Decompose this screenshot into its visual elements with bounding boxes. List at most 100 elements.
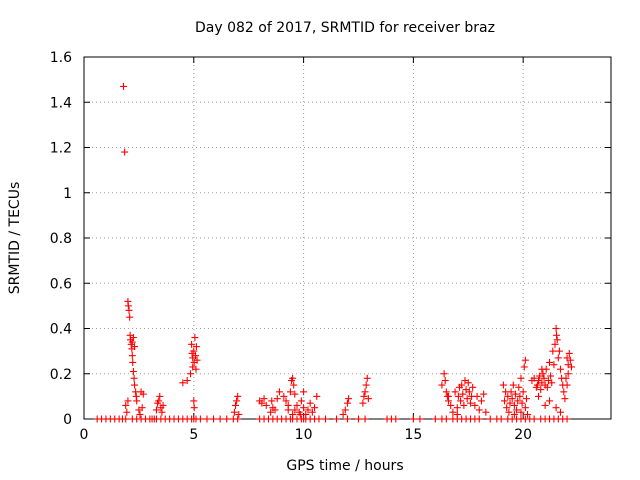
data-point [300, 388, 308, 396]
data-point [136, 410, 144, 418]
plot-frame [83, 56, 612, 420]
data-point [520, 363, 528, 371]
data-point [179, 379, 187, 387]
data-point [133, 397, 141, 405]
y-tick-label: 0 [63, 412, 72, 428]
data-point [158, 408, 166, 416]
data-point [539, 370, 547, 378]
chart-title: Day 082 of 2017, SRMTID for receiver bra… [195, 20, 495, 36]
data-point [304, 406, 312, 414]
data-point [442, 415, 450, 423]
x-tick-label: 15 [404, 427, 422, 443]
data-point [193, 356, 201, 364]
x-tick-label: 0 [80, 427, 89, 443]
data-point [566, 356, 574, 364]
data-point [513, 406, 521, 414]
data-point [361, 388, 369, 396]
data-point [441, 377, 449, 385]
data-point [234, 392, 242, 400]
data-point [449, 408, 457, 416]
data-point [131, 381, 139, 389]
data-point [505, 408, 513, 416]
data-point [189, 363, 197, 371]
data-point [465, 388, 473, 396]
data-point [186, 370, 194, 378]
data-point [535, 392, 543, 400]
data-point [131, 343, 139, 351]
data-point [315, 415, 323, 423]
grid-lines [84, 57, 611, 419]
data-point [519, 388, 527, 396]
data-point [120, 82, 128, 90]
data-point [230, 408, 238, 416]
data-point [482, 408, 490, 416]
y-axis-label: SRMTID / TECUs [7, 182, 23, 295]
data-point [333, 415, 341, 423]
data-point [191, 334, 199, 342]
data-points [93, 82, 575, 423]
data-point [125, 306, 133, 314]
data-point [562, 374, 570, 382]
data-point [123, 408, 131, 416]
data-point [540, 374, 548, 382]
y-tick-label: 0.6 [50, 276, 72, 292]
data-point [155, 397, 163, 405]
data-point [291, 390, 299, 398]
data-point [129, 334, 137, 342]
data-point [124, 397, 132, 405]
data-point [293, 401, 301, 409]
data-point [497, 415, 505, 423]
data-point [354, 415, 362, 423]
data-point [306, 399, 314, 407]
data-point [344, 399, 351, 407]
data-point [480, 390, 488, 398]
data-point [507, 388, 515, 396]
data-point [524, 410, 532, 418]
x-tick-label: 5 [189, 427, 198, 443]
data-point [508, 395, 516, 403]
data-point [454, 392, 462, 400]
data-point [122, 415, 130, 423]
data-point [152, 406, 160, 414]
data-point [138, 404, 146, 412]
data-point [438, 381, 446, 389]
data-point [548, 379, 556, 387]
data-point [530, 415, 538, 423]
data-point [517, 408, 525, 416]
x-axis-label: GPS time / hours [286, 458, 403, 474]
data-point [486, 415, 494, 423]
data-point [282, 397, 290, 405]
data-point [361, 415, 369, 423]
axis-ticks [83, 56, 611, 420]
data-point [551, 340, 559, 348]
data-point [567, 363, 575, 371]
data-point [560, 388, 568, 396]
data-point [188, 340, 196, 348]
data-point [504, 392, 512, 400]
data-point [447, 401, 455, 409]
data-point [541, 401, 549, 409]
data-point [124, 302, 132, 310]
data-point [289, 410, 297, 418]
data-point [223, 415, 231, 423]
y-tick-label: 1.6 [50, 50, 72, 66]
data-point [550, 361, 558, 369]
data-point [549, 347, 557, 355]
data-point [322, 415, 330, 423]
data-point [313, 392, 321, 400]
x-tick-label: 10 [295, 427, 313, 443]
data-point [521, 356, 529, 364]
data-point [286, 388, 294, 396]
data-point [128, 338, 136, 346]
data-point [235, 410, 243, 418]
y-tick-label: 0.8 [50, 231, 72, 247]
data-point [341, 406, 349, 414]
data-point [556, 408, 564, 416]
data-point [506, 399, 514, 407]
data-point [553, 331, 561, 339]
data-point [359, 399, 367, 407]
data-point [203, 415, 211, 423]
data-point [297, 397, 305, 405]
data-point [364, 395, 372, 403]
data-point [499, 381, 507, 389]
